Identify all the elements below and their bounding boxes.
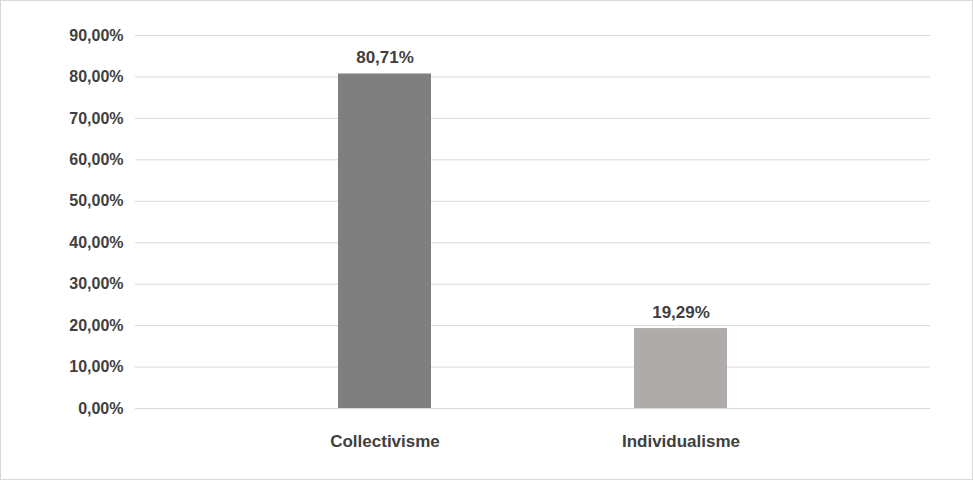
svg-text:90,00%: 90,00%	[69, 27, 123, 44]
svg-text:10,00%: 10,00%	[69, 358, 123, 375]
svg-text:19,29%: 19,29%	[652, 303, 710, 322]
svg-text:20,00%: 20,00%	[69, 317, 123, 334]
svg-text:40,00%: 40,00%	[69, 234, 123, 251]
svg-text:80,00%: 80,00%	[69, 68, 123, 85]
svg-text:30,00%: 30,00%	[69, 275, 123, 292]
svg-text:Collectivisme: Collectivisme	[330, 432, 440, 451]
svg-text:80,71%: 80,71%	[356, 48, 414, 67]
svg-text:70,00%: 70,00%	[69, 110, 123, 127]
svg-text:0,00%: 0,00%	[78, 400, 123, 417]
svg-text:60,00%: 60,00%	[69, 151, 123, 168]
svg-text:50,00%: 50,00%	[69, 192, 123, 209]
svg-text:Individualisme: Individualisme	[622, 432, 740, 451]
